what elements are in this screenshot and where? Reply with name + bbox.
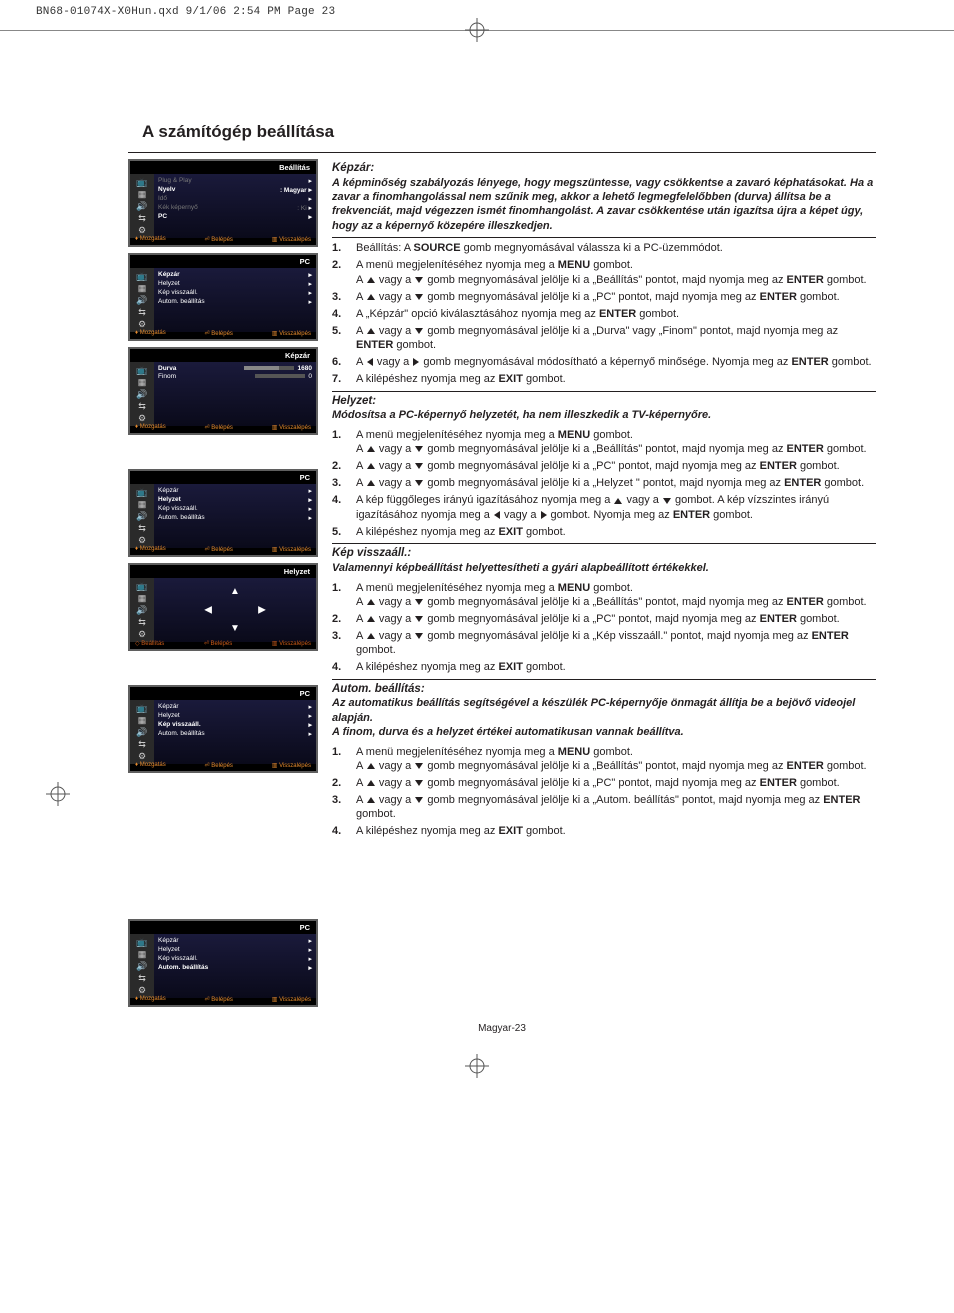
osd-helyzet: Helyzet 📺▦🔊⇆⚙ ▲▼ ◀▶ ◇ Beállítás ⏎ Belépé…: [128, 563, 318, 651]
title-rule: [128, 152, 876, 153]
step-item: 3.A vagy a gomb megnyomásával jelölje ki…: [332, 288, 876, 305]
step-item: 5.A vagy a gomb megnyomásával jelölje ki…: [332, 322, 876, 353]
registration-mark-left: [46, 782, 70, 811]
step-list: 1.A menü megjelenítéséhez nyomja meg a M…: [332, 743, 876, 839]
osd-icon-strip: 📺▦🔊⇆⚙: [130, 174, 154, 238]
registration-mark-bottom: [0, 1054, 954, 1078]
step-item: 4.A kilépéshez nyomja meg az EXIT gombot…: [332, 823, 876, 840]
step-item: 6.A vagy a gomb megnyomásával módosíthat…: [332, 353, 876, 370]
subsection-head: Autom. beállítás:: [332, 682, 876, 697]
step-item: 3.A vagy a gomb megnyomásával jelölje ki…: [332, 627, 876, 658]
step-item: 2.A vagy a gomb megnyomásával jelölje ki…: [332, 458, 876, 475]
subsection-intro: Az automatikus beállítás segítségével a …: [332, 696, 876, 739]
step-item: 7.A kilépéshez nyomja meg az EXIT gombot…: [332, 371, 876, 388]
step-item: 4.A kép függőleges irányú igazításához n…: [332, 492, 876, 523]
osd-pc-2: PC 📺▦🔊⇆⚙ Képzár▸Helyzet▸Kép visszaáll.▸A…: [128, 469, 318, 557]
subsection-intro: A képminőség szabályozás lényege, hogy m…: [332, 176, 876, 233]
step-list: 1.A menü megjelenítéséhez nyomja meg a M…: [332, 427, 876, 541]
step-item: 2.A vagy a gomb megnyomásával jelölje ki…: [332, 774, 876, 791]
step-item: 1.A menü megjelenítéséhez nyomja meg a M…: [332, 427, 876, 458]
step-list: 1.A menü megjelenítéséhez nyomja meg a M…: [332, 579, 876, 675]
step-item: 4.A „Képzár" opció kiválasztásához nyomj…: [332, 305, 876, 322]
subsection-head: Kép visszaáll.:: [332, 546, 876, 561]
osd-setup: Beállítás 📺▦🔊⇆⚙ Plug & Play ▸Nyelv: Magy…: [128, 159, 318, 247]
osd-pc-3: PC 📺▦🔊⇆⚙ Képzár▸Helyzet▸Kép visszaáll.▸A…: [128, 685, 318, 773]
osd-title: Beállítás: [130, 161, 316, 174]
section-title: A számítógép beállítása: [142, 122, 876, 142]
step-item: 1.A menü megjelenítéséhez nyomja meg a M…: [332, 743, 876, 774]
page-number: Magyar-23: [128, 1023, 876, 1034]
osd-column: Beállítás 📺▦🔊⇆⚙ Plug & Play ▸Nyelv: Magy…: [128, 159, 318, 1007]
osd-pc-1: PC 📺▦🔊⇆⚙ Képzár▸Helyzet▸Kép visszaáll.▸A…: [128, 253, 318, 341]
step-item: 5.A kilépéshez nyomja meg az EXIT gombot…: [332, 523, 876, 540]
step-item: 1.Beállítás: A SOURCE gomb megnyomásával…: [332, 240, 876, 257]
registration-mark-top: [0, 18, 954, 42]
step-item: 2.A menü megjelenítéséhez nyomja meg a M…: [332, 257, 876, 288]
subsection-intro: Valamennyi képbeállítást helyettesítheti…: [332, 561, 876, 575]
step-list: 1.Beállítás: A SOURCE gomb megnyomásával…: [332, 240, 876, 388]
page-header-line: BN68-01074X-X0Hun.qxd 9/1/06 2:54 PM Pag…: [0, 0, 954, 18]
step-item: 1.A menü megjelenítéséhez nyomja meg a M…: [332, 579, 876, 610]
step-item: 3.A vagy a gomb megnyomásával jelölje ki…: [332, 475, 876, 492]
step-item: 4.A kilépéshez nyomja meg az EXIT gombot…: [332, 659, 876, 676]
osd-kepzar: Képzár 📺▦🔊⇆⚙ Durva 1680Finom 0 ♦ Mozgatá…: [128, 347, 318, 435]
step-item: 3.A vagy a gomb megnyomásával jelölje ki…: [332, 792, 876, 823]
subsection-head: Képzár:: [332, 161, 876, 176]
step-item: 2.A vagy a gomb megnyomásával jelölje ki…: [332, 610, 876, 627]
subsection-head: Helyzet:: [332, 394, 876, 409]
osd-pc-4: PC 📺▦🔊⇆⚙ Képzár▸Helyzet▸Kép visszaáll.▸A…: [128, 919, 318, 1007]
subsection-intro: Módosítsa a PC-képernyő helyzetét, ha ne…: [332, 408, 876, 422]
instruction-column: Képzár:A képminőség szabályozás lényege,…: [332, 159, 876, 1007]
